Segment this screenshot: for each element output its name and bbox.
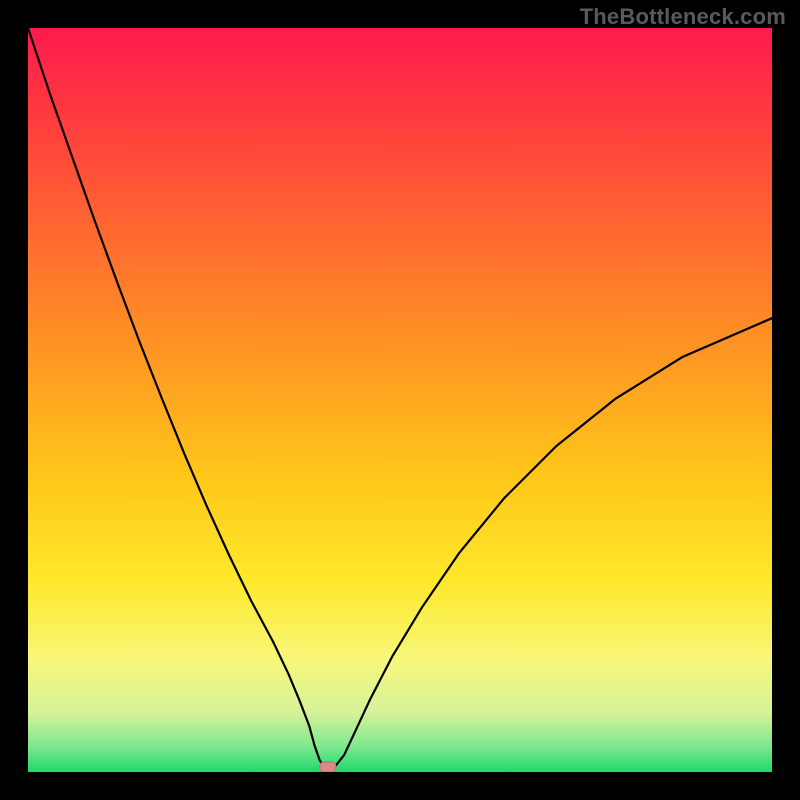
minimum-marker [320, 762, 336, 772]
chart-background [28, 28, 772, 772]
chart-svg [28, 28, 772, 772]
plot-area [28, 28, 772, 772]
chart-frame: TheBottleneck.com [0, 0, 800, 800]
watermark-text: TheBottleneck.com [580, 4, 786, 30]
